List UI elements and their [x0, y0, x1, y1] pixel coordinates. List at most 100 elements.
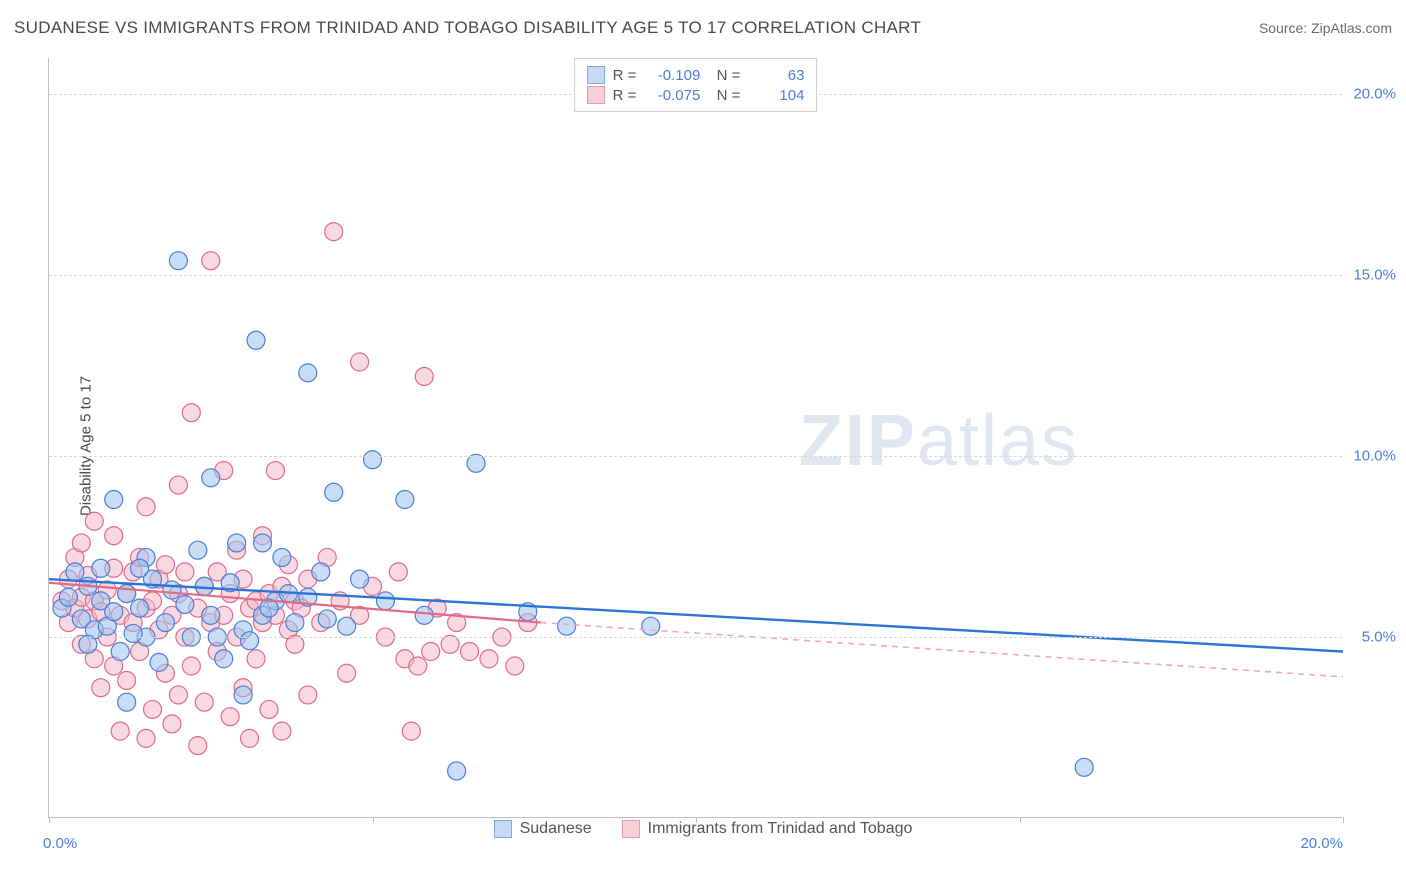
- scatter-point: [182, 657, 200, 675]
- scatter-point: [176, 563, 194, 581]
- scatter-point: [299, 686, 317, 704]
- scatter-point: [461, 643, 479, 661]
- scatter-point: [72, 534, 90, 552]
- scatter-point: [66, 563, 84, 581]
- scatter-point: [124, 624, 142, 642]
- series-label: Sudanese: [520, 820, 592, 838]
- scatter-point: [202, 606, 220, 624]
- scatter-point: [169, 252, 187, 270]
- scatter-point: [1075, 758, 1093, 776]
- scatter-point: [105, 603, 123, 621]
- plot-area: R = -0.109 N = 63 R = -0.075 N = 104 ZIP…: [48, 58, 1342, 818]
- scatter-point: [202, 252, 220, 270]
- stat-label: R =: [613, 67, 637, 84]
- series-legend: Sudanese Immigrants from Trinidad and To…: [0, 820, 1406, 838]
- stat-label: R =: [613, 87, 637, 104]
- y-tick-label: 10.0%: [1353, 448, 1396, 465]
- scatter-point: [131, 599, 149, 617]
- scatter-point: [111, 643, 129, 661]
- scatter-point: [318, 610, 336, 628]
- scatter-point: [266, 462, 284, 480]
- trend-line: [541, 623, 1343, 677]
- scatter-point: [156, 556, 174, 574]
- scatter-point: [351, 570, 369, 588]
- scatter-point: [234, 686, 252, 704]
- scatter-point: [189, 541, 207, 559]
- scatter-point: [376, 592, 394, 610]
- scatter-point: [215, 650, 233, 668]
- scatter-point: [241, 729, 259, 747]
- scatter-point: [182, 404, 200, 422]
- scatter-point: [169, 476, 187, 494]
- scatter-point: [506, 657, 524, 675]
- stat-r-value: -0.075: [644, 87, 700, 104]
- scatter-point: [241, 632, 259, 650]
- scatter-point: [480, 650, 498, 668]
- scatter-point: [105, 491, 123, 509]
- scatter-point: [92, 559, 110, 577]
- scatter-point: [299, 364, 317, 382]
- scatter-point: [325, 483, 343, 501]
- scatter-point: [195, 693, 213, 711]
- scatter-plot-svg: [49, 58, 1342, 817]
- stat-n-value: 63: [748, 67, 804, 84]
- scatter-point: [85, 512, 103, 530]
- scatter-point: [389, 563, 407, 581]
- scatter-point: [273, 722, 291, 740]
- legend-swatch-icon: [494, 820, 512, 838]
- scatter-point: [137, 498, 155, 516]
- scatter-point: [59, 588, 77, 606]
- scatter-point: [558, 617, 576, 635]
- grid-line: [49, 275, 1342, 276]
- scatter-point: [273, 548, 291, 566]
- scatter-point: [92, 679, 110, 697]
- scatter-point: [448, 762, 466, 780]
- stats-legend-row: R = -0.109 N = 63: [587, 65, 805, 85]
- scatter-point: [338, 617, 356, 635]
- scatter-point: [409, 657, 427, 675]
- scatter-point: [118, 585, 136, 603]
- grid-line: [49, 637, 1342, 638]
- y-tick-label: 20.0%: [1353, 86, 1396, 103]
- stat-r-value: -0.109: [644, 67, 700, 84]
- scatter-point: [351, 353, 369, 371]
- scatter-point: [254, 534, 272, 552]
- source-credit: Source: ZipAtlas.com: [1259, 20, 1392, 36]
- stats-legend: R = -0.109 N = 63 R = -0.075 N = 104: [574, 58, 818, 112]
- scatter-point: [312, 563, 330, 581]
- series-label: Immigrants from Trinidad and Tobago: [648, 820, 913, 838]
- scatter-point: [338, 664, 356, 682]
- scatter-point: [105, 527, 123, 545]
- y-tick-label: 15.0%: [1353, 267, 1396, 284]
- y-tick-label: 5.0%: [1362, 629, 1396, 646]
- scatter-point: [221, 708, 239, 726]
- scatter-point: [137, 729, 155, 747]
- stat-label: N =: [708, 87, 740, 104]
- scatter-point: [325, 223, 343, 241]
- stats-legend-row: R = -0.075 N = 104: [587, 85, 805, 105]
- scatter-point: [111, 722, 129, 740]
- legend-swatch-icon: [587, 86, 605, 104]
- scatter-point: [247, 650, 265, 668]
- scatter-point: [163, 581, 181, 599]
- scatter-point: [228, 534, 246, 552]
- scatter-point: [364, 451, 382, 469]
- grid-line: [49, 456, 1342, 457]
- stat-label: N =: [708, 67, 740, 84]
- scatter-point: [131, 559, 149, 577]
- scatter-point: [176, 595, 194, 613]
- legend-swatch-icon: [587, 66, 605, 84]
- scatter-point: [118, 671, 136, 689]
- scatter-point: [150, 653, 168, 671]
- scatter-point: [422, 643, 440, 661]
- title-bar: SUDANESE VS IMMIGRANTS FROM TRINIDAD AND…: [14, 12, 1392, 44]
- scatter-point: [642, 617, 660, 635]
- scatter-point: [260, 700, 278, 718]
- series-legend-item: Immigrants from Trinidad and Tobago: [622, 820, 913, 838]
- scatter-point: [396, 491, 414, 509]
- series-legend-item: Sudanese: [494, 820, 592, 838]
- scatter-point: [402, 722, 420, 740]
- scatter-point: [247, 331, 265, 349]
- scatter-point: [415, 606, 433, 624]
- chart-title: SUDANESE VS IMMIGRANTS FROM TRINIDAD AND…: [14, 18, 921, 38]
